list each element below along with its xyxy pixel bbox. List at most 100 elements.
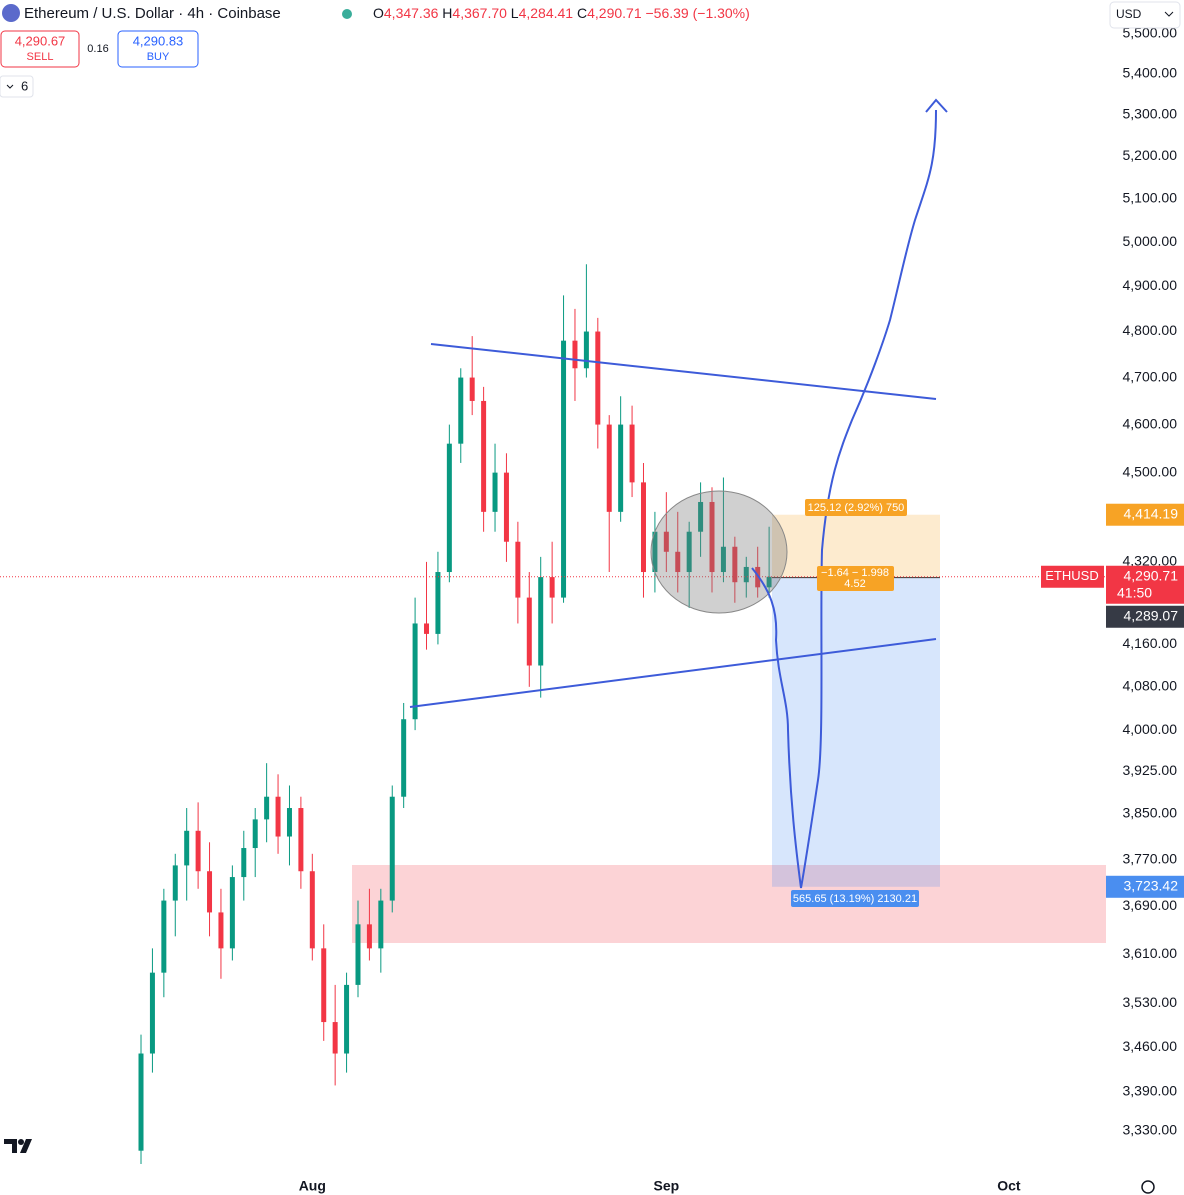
entry-label: −1.64 − 1.998 bbox=[821, 567, 889, 579]
y-tick-label: 5,400.00 bbox=[1123, 65, 1178, 81]
drawings bbox=[409, 98, 948, 889]
candle-body bbox=[663, 531, 669, 552]
settings-icon[interactable] bbox=[1141, 1180, 1155, 1194]
candle-body bbox=[332, 1022, 338, 1054]
projection-arrow bbox=[751, 98, 948, 889]
candle-body bbox=[241, 848, 247, 878]
candle-body bbox=[344, 984, 350, 1054]
indicators-toggle[interactable] bbox=[0, 75, 34, 98]
y-tick-label: 5,100.00 bbox=[1123, 190, 1178, 206]
stop-label: 565.65 (13.19%) 2130.21 bbox=[793, 893, 917, 905]
candle-body bbox=[640, 482, 646, 573]
candle-body bbox=[458, 377, 464, 444]
sell-label[interactable]: SELL bbox=[27, 51, 54, 63]
indicators-count[interactable]: 6 bbox=[21, 78, 28, 93]
candle-body bbox=[275, 796, 281, 837]
candle-body bbox=[538, 577, 544, 666]
entry-ratio: 4.52 bbox=[844, 578, 865, 590]
buy-label[interactable]: BUY bbox=[147, 51, 170, 63]
candle-body bbox=[138, 1053, 144, 1151]
candle-body bbox=[743, 566, 749, 583]
candle-body bbox=[309, 871, 315, 949]
candle-body bbox=[401, 719, 407, 797]
candle-body bbox=[218, 912, 224, 949]
candle-body bbox=[184, 830, 190, 866]
candle-body bbox=[732, 546, 738, 583]
candle-body bbox=[469, 377, 475, 401]
candle-body bbox=[606, 424, 612, 512]
candle-body bbox=[355, 924, 361, 985]
ohlc: O4,347.36 H4,367.70 L4,284.41 C4,290.71 … bbox=[373, 5, 750, 21]
candle-body bbox=[595, 331, 601, 425]
candle-body bbox=[389, 796, 395, 901]
y-tick-label: 4,900.00 bbox=[1123, 277, 1178, 293]
x-tick-label: Sep bbox=[653, 1178, 679, 1194]
y-tick-label: 4,320.00 bbox=[1123, 553, 1178, 569]
price-marker bbox=[1106, 875, 1184, 898]
candle-body bbox=[652, 531, 658, 573]
candle-body bbox=[492, 472, 498, 512]
y-tick-label: 3,850.00 bbox=[1123, 804, 1178, 820]
candles bbox=[138, 264, 772, 1164]
header: Ethereum / U.S. Dollar · 4h · Coinbase O… bbox=[0, 1, 1181, 98]
candle-body bbox=[264, 796, 270, 820]
price-marker-label: 3,723.42 bbox=[1124, 877, 1179, 893]
c-value: 4,290.71 bbox=[587, 5, 642, 21]
spread: 0.16 bbox=[87, 43, 108, 55]
y-tick-label: 5,500.00 bbox=[1123, 25, 1178, 41]
y-tick-label: 5,200.00 bbox=[1123, 147, 1178, 163]
candle-body bbox=[298, 808, 304, 872]
y-tick-label: 4,080.00 bbox=[1123, 678, 1178, 694]
price-marker bbox=[1106, 503, 1184, 526]
buy-button[interactable] bbox=[117, 30, 199, 68]
candle-body bbox=[366, 924, 372, 949]
y-tick-label: 3,610.00 bbox=[1123, 945, 1178, 961]
lower-trendline bbox=[409, 638, 937, 708]
y-tick-label: 3,925.00 bbox=[1123, 762, 1178, 778]
y-tick-label: 4,700.00 bbox=[1123, 368, 1178, 384]
stop-box bbox=[772, 577, 940, 887]
candle-body bbox=[629, 424, 635, 483]
sell-price[interactable]: 4,290.67 bbox=[15, 33, 66, 48]
y-tick-label: 4,800.00 bbox=[1123, 322, 1178, 338]
c-key: C bbox=[577, 5, 587, 21]
price-marker bbox=[1106, 605, 1184, 628]
price-marker-label: 4,290.71 bbox=[1124, 567, 1179, 583]
candle-body bbox=[412, 623, 418, 720]
l-key: L bbox=[511, 5, 519, 21]
market-dot bbox=[342, 9, 352, 19]
price-axis: 5,500.00 5,400.00 5,300.00 5,200.00 5,100.00… bbox=[1041, 25, 1184, 1180]
candle-body bbox=[675, 551, 681, 573]
candle-body bbox=[572, 340, 578, 369]
upper-trendline bbox=[430, 343, 937, 400]
candle-body bbox=[766, 576, 772, 588]
stop-label-bg bbox=[791, 890, 919, 907]
symbol-tag bbox=[1041, 565, 1104, 588]
candle-body bbox=[686, 531, 692, 573]
candle-body bbox=[321, 948, 327, 1023]
y-tick-label: 4,500.00 bbox=[1123, 463, 1178, 479]
zones bbox=[352, 865, 1106, 943]
currency-select[interactable] bbox=[1109, 1, 1181, 29]
countdown: 41:50 bbox=[1117, 584, 1152, 600]
y-tick-label: 5,000.00 bbox=[1123, 233, 1178, 249]
symbol: Ethereum / U.S. Dollar · 4h · Coinbase bbox=[24, 5, 281, 22]
candle-body bbox=[720, 546, 726, 573]
candle-body bbox=[583, 331, 589, 369]
consolidation-ellipse bbox=[650, 490, 788, 614]
buy-price[interactable]: 4,290.83 bbox=[133, 33, 184, 48]
y-tick-label: 5,300.00 bbox=[1123, 106, 1178, 122]
y-tick-label: 3,390.00 bbox=[1123, 1083, 1178, 1099]
y-tick-label: 3,330.00 bbox=[1123, 1122, 1178, 1138]
candle-body bbox=[435, 572, 441, 634]
sell-button[interactable] bbox=[0, 30, 80, 68]
annotation-labels: 125.12 (2.92%) 750 −1.64 − 1.998 4.52 56… bbox=[791, 499, 919, 907]
symbol-tag-label: ETHUSD bbox=[1045, 568, 1098, 583]
candle-body bbox=[709, 501, 715, 573]
y-tick-label: 4,160.00 bbox=[1123, 635, 1178, 651]
price-marker bbox=[1106, 565, 1184, 604]
currency[interactable]: USD bbox=[1116, 7, 1142, 21]
candle-body bbox=[161, 900, 167, 973]
candle-body bbox=[515, 541, 521, 598]
